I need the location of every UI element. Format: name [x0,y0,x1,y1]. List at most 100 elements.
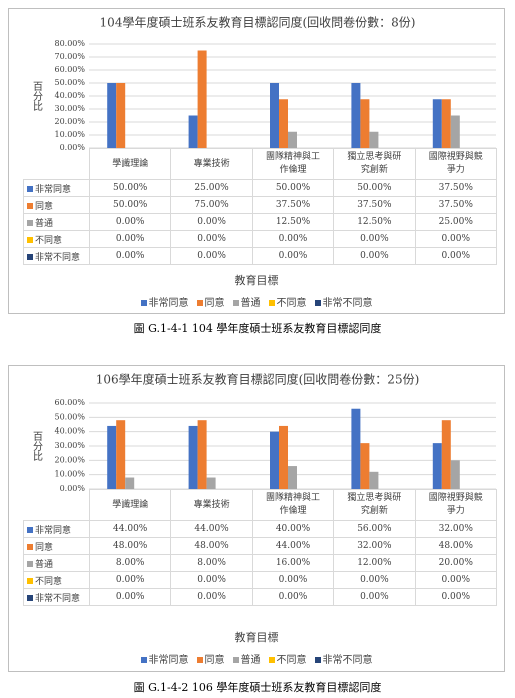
value-cell: 0.00% [251,571,335,589]
category-label: 團隊精神與工作倫理 [251,148,335,180]
bar [107,83,117,148]
category-label: 學識理論 [88,148,172,180]
bar [197,50,207,148]
y-axis-title: 百分比 [31,81,43,111]
legend-item: 非常同意 [140,298,189,309]
bar [270,83,279,148]
legend-item: 普通 [232,298,261,309]
value-cell: 40.00% [251,520,335,538]
chart: 104學年度碩士班系友教育目標認同度(回收問卷份數：8份) 百分比 0.00% 10.… [31,15,496,152]
value-cell: 0.00% [333,230,416,248]
value-cell: 50.00% [251,179,335,197]
value-cell: 50.00% [88,179,172,197]
y-tick-label: 30.00% [54,441,85,450]
series-key: 非常不同意 [23,247,90,265]
legend-item: 同意 [196,298,225,309]
y-axis-title: 百分比 [31,431,43,461]
legend-swatch [27,202,33,209]
series-name: 同意 [35,201,54,212]
legend-swatch [140,657,147,663]
value-cell: 0.00% [333,247,416,265]
bar [279,99,288,148]
y-tick-label: 60.00% [54,65,85,74]
value-cell: 75.00% [170,196,253,214]
y-tick-label: 10.00% [54,130,85,139]
value-cell: 0.00% [251,230,335,248]
value-cell: 44.00% [88,520,172,538]
bar [432,99,442,148]
value-cell: 0.00% [414,588,497,606]
legend: 非常同意 同意 普通 不同意 非常不同意 [9,294,504,309]
legend-swatch [314,300,321,306]
series-key: 不同意 [23,571,90,589]
series-name: 普通 [35,218,54,229]
legend-item: 非常不同意 [314,298,373,309]
value-cell: 0.00% [88,571,172,589]
value-cell: 56.00% [333,520,416,538]
y-tick-label: 40.00% [54,427,85,436]
series-key: 普通 [23,554,90,572]
y-tick-label: 50.00% [54,78,85,87]
value-cell: 0.00% [333,571,416,589]
y-tick-label: 20.00% [54,455,85,464]
legend-swatch [27,253,33,260]
legend-label: 非常同意 [148,298,189,309]
legend-label: 普通 [240,655,261,666]
bar [116,420,126,489]
legend-item: 非常不同意 [314,655,373,666]
series-row: 非常同意 50.00% 25.00% 50.00% 50.00% 37.50% [23,179,497,197]
bar [351,83,361,148]
series-key: 不同意 [23,230,90,248]
legend-label: 同意 [204,655,225,666]
category-label: 學識理論 [88,489,172,521]
legend-swatch [27,543,33,550]
legend-label: 非常不同意 [322,655,373,666]
value-cell: 0.00% [414,230,497,248]
category-label: 專業技術 [170,489,253,521]
bar [206,477,216,489]
legend-label: 同意 [204,298,225,309]
series-key: 同意 [23,196,90,214]
corner [23,489,90,521]
value-cell: 12.50% [333,213,416,231]
legend-swatch [27,526,33,533]
value-cell: 0.00% [414,247,497,265]
legend-swatch [196,300,203,306]
legend-swatch [27,594,33,601]
bar [360,443,370,489]
chart-box: 104學年度碩士班系友教育目標認同度(回收問卷份數：8份) 百分比 0.00% 10.… [8,8,505,314]
bar [441,99,451,148]
x-axis-title: 教育目標 [234,274,279,287]
series-name: 普通 [35,559,54,570]
bar [125,477,135,489]
legend-swatch [232,300,239,306]
bar [432,443,442,489]
y-tick-label: 20.00% [54,117,85,126]
value-cell: 48.00% [170,537,253,555]
value-cell: 12.00% [333,554,416,572]
value-cell: 37.50% [414,179,497,197]
series-name: 不同意 [35,576,63,587]
bar [441,420,451,489]
y-tick-label: 50.00% [54,412,85,421]
bar [288,466,297,489]
corner [23,148,90,180]
value-cell: 0.00% [88,247,172,265]
bar [450,460,460,489]
bar [116,83,126,148]
series-row: 非常不同意 0.00% 0.00% 0.00% 0.00% 0.00% [23,247,497,265]
value-cell: 37.50% [251,196,335,214]
y-tick-label: 30.00% [54,104,85,113]
series-key: 非常同意 [23,179,90,197]
series-name: 同意 [35,542,54,553]
legend-swatch [196,657,203,663]
y-tick-label: 40.00% [54,91,85,100]
value-cell: 50.00% [88,196,172,214]
legend-swatch [268,657,275,663]
value-cell: 50.00% [333,179,416,197]
legend-item: 非常同意 [140,655,189,666]
data-table: 學識理論 專業技術 團隊精神與工作倫理 獨立思考與研究創新 國際視野與競爭力 非常同意 50… [23,148,497,265]
series-key: 非常同意 [23,520,90,538]
series-row: 同意 48.00% 48.00% 44.00% 32.00% 48.00% [23,537,497,555]
legend-item: 不同意 [268,655,307,666]
